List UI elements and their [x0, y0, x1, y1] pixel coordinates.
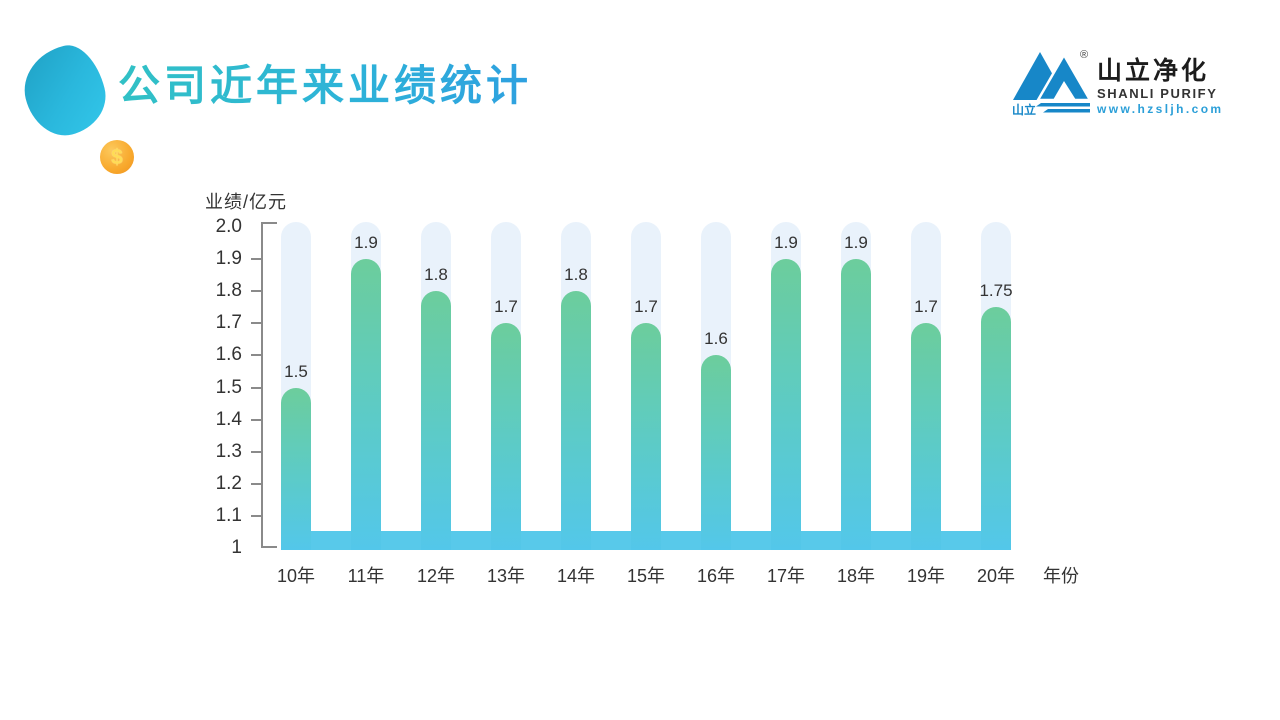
bar [841, 259, 871, 550]
y-tick-label: 1.7 [215, 312, 242, 334]
y-tick-label: 1.4 [215, 408, 242, 430]
y-tick-label: 1.8 [215, 280, 242, 302]
y-tick-mark [251, 258, 261, 261]
x-axis-title: 年份 [1043, 566, 1079, 586]
x-tick-label: 14年 [556, 566, 596, 586]
mountain-logo-icon: 山立 ® [1012, 49, 1092, 116]
y-tick-label: 1.6 [215, 344, 242, 366]
bar-value-label: 1.7 [634, 297, 658, 317]
teal-blob-decor [15, 38, 114, 144]
x-tick-label: 11年 [347, 566, 385, 586]
bar-value-label: 1.6 [704, 329, 728, 349]
y-tick-label: 2.0 [215, 216, 242, 237]
bar [351, 259, 381, 550]
bar [281, 387, 311, 550]
y-tick-mark [251, 482, 261, 485]
registered-mark: ® [1080, 49, 1088, 61]
y-tick-label: 1.1 [215, 504, 242, 526]
y-tick-mark [251, 354, 261, 357]
x-tick-label: 13年 [486, 566, 526, 586]
company-logo: 山立 ® 山立净化 SHANLI PURIFY www.hzsljh.com [1012, 46, 1224, 116]
bar-value-label: 1.7 [494, 297, 518, 317]
bar [701, 355, 731, 550]
bar-value-label: 1.5 [284, 361, 308, 381]
bar-value-label: 1.9 [844, 233, 868, 253]
x-tick-label: 15年 [626, 566, 666, 586]
x-tick-label: 17年 [766, 566, 806, 586]
bar [911, 323, 941, 550]
bar [981, 307, 1011, 550]
y-axis-top-tick [261, 222, 277, 224]
y-tick-label: 1.9 [215, 248, 242, 270]
bar-value-label: 1.75 [979, 281, 1013, 301]
bar-value-label: 1.9 [354, 233, 378, 253]
bar [491, 323, 521, 550]
bar [421, 291, 451, 550]
x-tick-label: 18年 [836, 566, 876, 586]
y-tick-mark [251, 290, 261, 293]
bar-value-label: 1.8 [424, 265, 448, 285]
x-tick-label: 12年 [416, 566, 456, 586]
logo-icon-label: 山立 [1012, 102, 1036, 116]
logo-website: www.hzsljh.com [1097, 102, 1224, 116]
bar [631, 323, 661, 550]
page-title: 公司近年来业绩统计 [118, 62, 533, 109]
y-tick-mark [251, 418, 261, 421]
x-tick-label: 20年 [976, 566, 1016, 586]
logo-name-en: SHANLI PURIFY [1097, 86, 1218, 101]
y-tick-mark [251, 386, 261, 389]
x-tick-label: 10年 [276, 566, 316, 586]
x-tick-label: 19年 [906, 566, 946, 586]
y-tick-label: 1.5 [215, 376, 242, 398]
y-tick-label: 1 [231, 537, 242, 558]
y-axis-title: 业绩/亿元 [205, 192, 288, 212]
bar [561, 291, 591, 550]
x-tick-label: 16年 [696, 566, 736, 586]
bar-value-label: 1.8 [564, 265, 588, 285]
logo-text-block: 山立净化 SHANLI PURIFY www.hzsljh.com [1097, 46, 1224, 116]
y-tick-mark [251, 514, 261, 517]
logo-name-cn: 山立净化 [1097, 57, 1210, 85]
bar-value-label: 1.7 [914, 297, 938, 317]
dollar-coin-icon: $ [100, 140, 134, 174]
y-tick-mark [251, 322, 261, 325]
bar [771, 259, 801, 550]
y-axis-line [261, 222, 263, 548]
bar-value-label: 1.9 [774, 233, 798, 253]
y-tick-label: 1.2 [215, 472, 242, 494]
y-axis-bottom-tick [261, 546, 277, 548]
y-tick-mark [251, 450, 261, 453]
dollar-symbol: $ [111, 145, 123, 169]
y-tick-label: 1.3 [215, 440, 242, 462]
